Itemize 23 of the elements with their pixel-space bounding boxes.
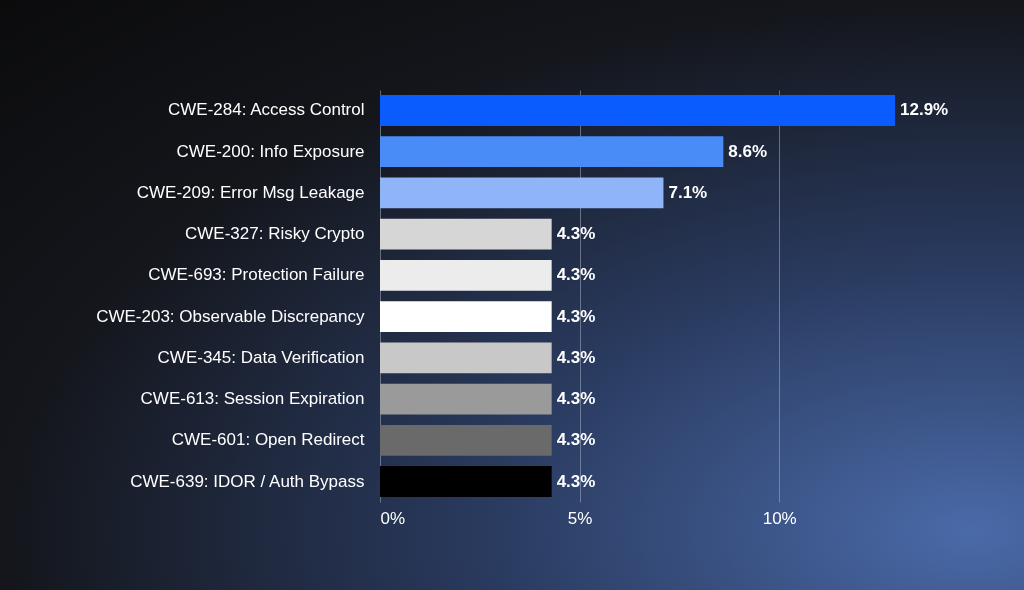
data-label: 4.3% <box>556 347 596 367</box>
y-tick-label: CWE-601: Open Redirect <box>171 430 365 450</box>
y-tick-label: CWE-200: Info Exposure <box>176 141 365 161</box>
y-tick-label: CWE-639: IDOR / Auth Bypass <box>130 471 365 491</box>
data-label: 4.3% <box>556 389 596 409</box>
data-label: 8.6% <box>728 141 768 161</box>
data-label: 4.3% <box>556 430 596 450</box>
y-tick-label: CWE-613: Session Expiration <box>140 389 365 409</box>
y-tick-label: CWE-209: Error Msg Leakage <box>136 182 365 202</box>
y-tick-label: CWE-284: Access Control <box>167 100 365 120</box>
data-label: 12.9% <box>900 100 949 120</box>
data-label: 7.1% <box>668 182 708 202</box>
x-tick-label: 10% <box>762 508 797 528</box>
data-label: 4.3% <box>556 471 596 491</box>
y-tick-label: CWE-345: Data Verification <box>157 347 365 367</box>
data-label: 4.3% <box>556 265 596 285</box>
y-tick-label: CWE-327: Risky Crypto <box>185 224 365 244</box>
data-label: 4.3% <box>556 224 596 244</box>
y-tick-label: CWE-693: Protection Failure <box>148 265 365 285</box>
data-label: 4.3% <box>556 306 596 326</box>
y-tick-label: CWE-203: Observable Discrepancy <box>96 306 365 326</box>
x-tick-label: 5% <box>567 508 593 528</box>
x-tick-label: 0% <box>380 508 406 528</box>
